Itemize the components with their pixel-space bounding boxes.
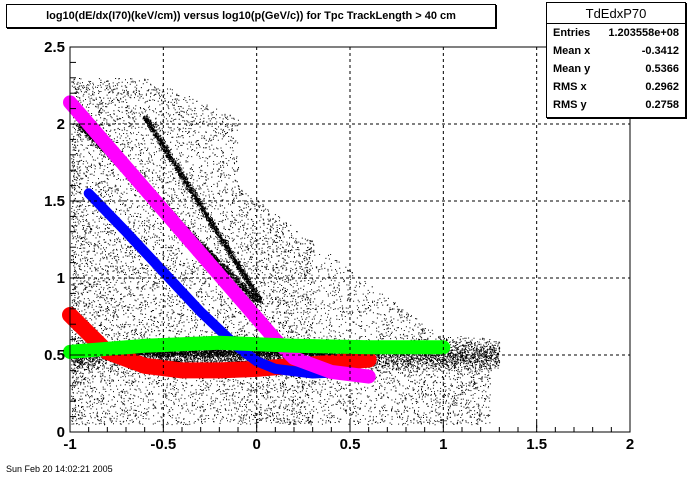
x-tick-label: 0.5 (340, 436, 361, 453)
tick-labels: -1 -0.5 0 0.5 1 1.5 2 0 0.5 1 1.5 2 2.5 (44, 39, 634, 453)
y-tick-label: 0.5 (44, 347, 65, 364)
stats-value: 0.2758 (645, 99, 679, 111)
band-series-2 (63, 95, 376, 384)
axis-ticks (69, 46, 631, 433)
stats-row-rms-x: RMS x 0.2962 (547, 78, 685, 96)
x-tick-label: 2 (626, 436, 634, 453)
x-tick-label: 0 (252, 436, 260, 453)
x-tick-label: 1 (439, 436, 447, 453)
y-tick-label: 2.5 (44, 39, 65, 56)
x-tick-label: -0.5 (150, 436, 176, 453)
y-tick-label: 2 (57, 116, 65, 133)
stats-value: -0.3412 (641, 45, 679, 57)
stats-label: RMS y (553, 99, 587, 111)
date-stamp: Sun Feb 20 14:02:21 2005 (6, 464, 113, 474)
stats-value: 0.5366 (645, 63, 679, 75)
stats-label: Entries (553, 27, 591, 39)
stats-label: Mean x (553, 45, 591, 57)
stats-box: TdEdxP70 Entries 1.203558e+08 Mean x -0.… (546, 2, 686, 118)
stats-value: 1.203558e+08 (608, 27, 679, 39)
stats-row-mean-y: Mean y 0.5366 (547, 60, 685, 78)
y-tick-label: 0 (57, 424, 65, 441)
band-series (62, 95, 451, 384)
stats-label: RMS x (553, 81, 587, 93)
stats-value: 0.2962 (645, 81, 679, 93)
scatter-points (71, 78, 501, 426)
band-series-3 (63, 335, 451, 359)
chart-title: log10(dE/dx(I70)(keV/cm)) versus log10(p… (6, 4, 496, 28)
grid-lines (70, 47, 630, 432)
stats-histogram-name: TdEdxP70 (547, 3, 685, 24)
scatter-points-cloud (71, 78, 501, 426)
x-tick-label: -1 (63, 436, 76, 453)
stats-label: Mean y (553, 63, 591, 75)
x-tick-label: 1.5 (526, 436, 547, 453)
y-tick-label: 1 (57, 270, 65, 287)
stats-row-mean-x: Mean x -0.3412 (547, 42, 685, 60)
stats-row-rms-y: RMS y 0.2758 (547, 96, 685, 114)
stats-row-entries: Entries 1.203558e+08 (547, 24, 685, 42)
y-tick-label: 1.5 (44, 193, 65, 210)
